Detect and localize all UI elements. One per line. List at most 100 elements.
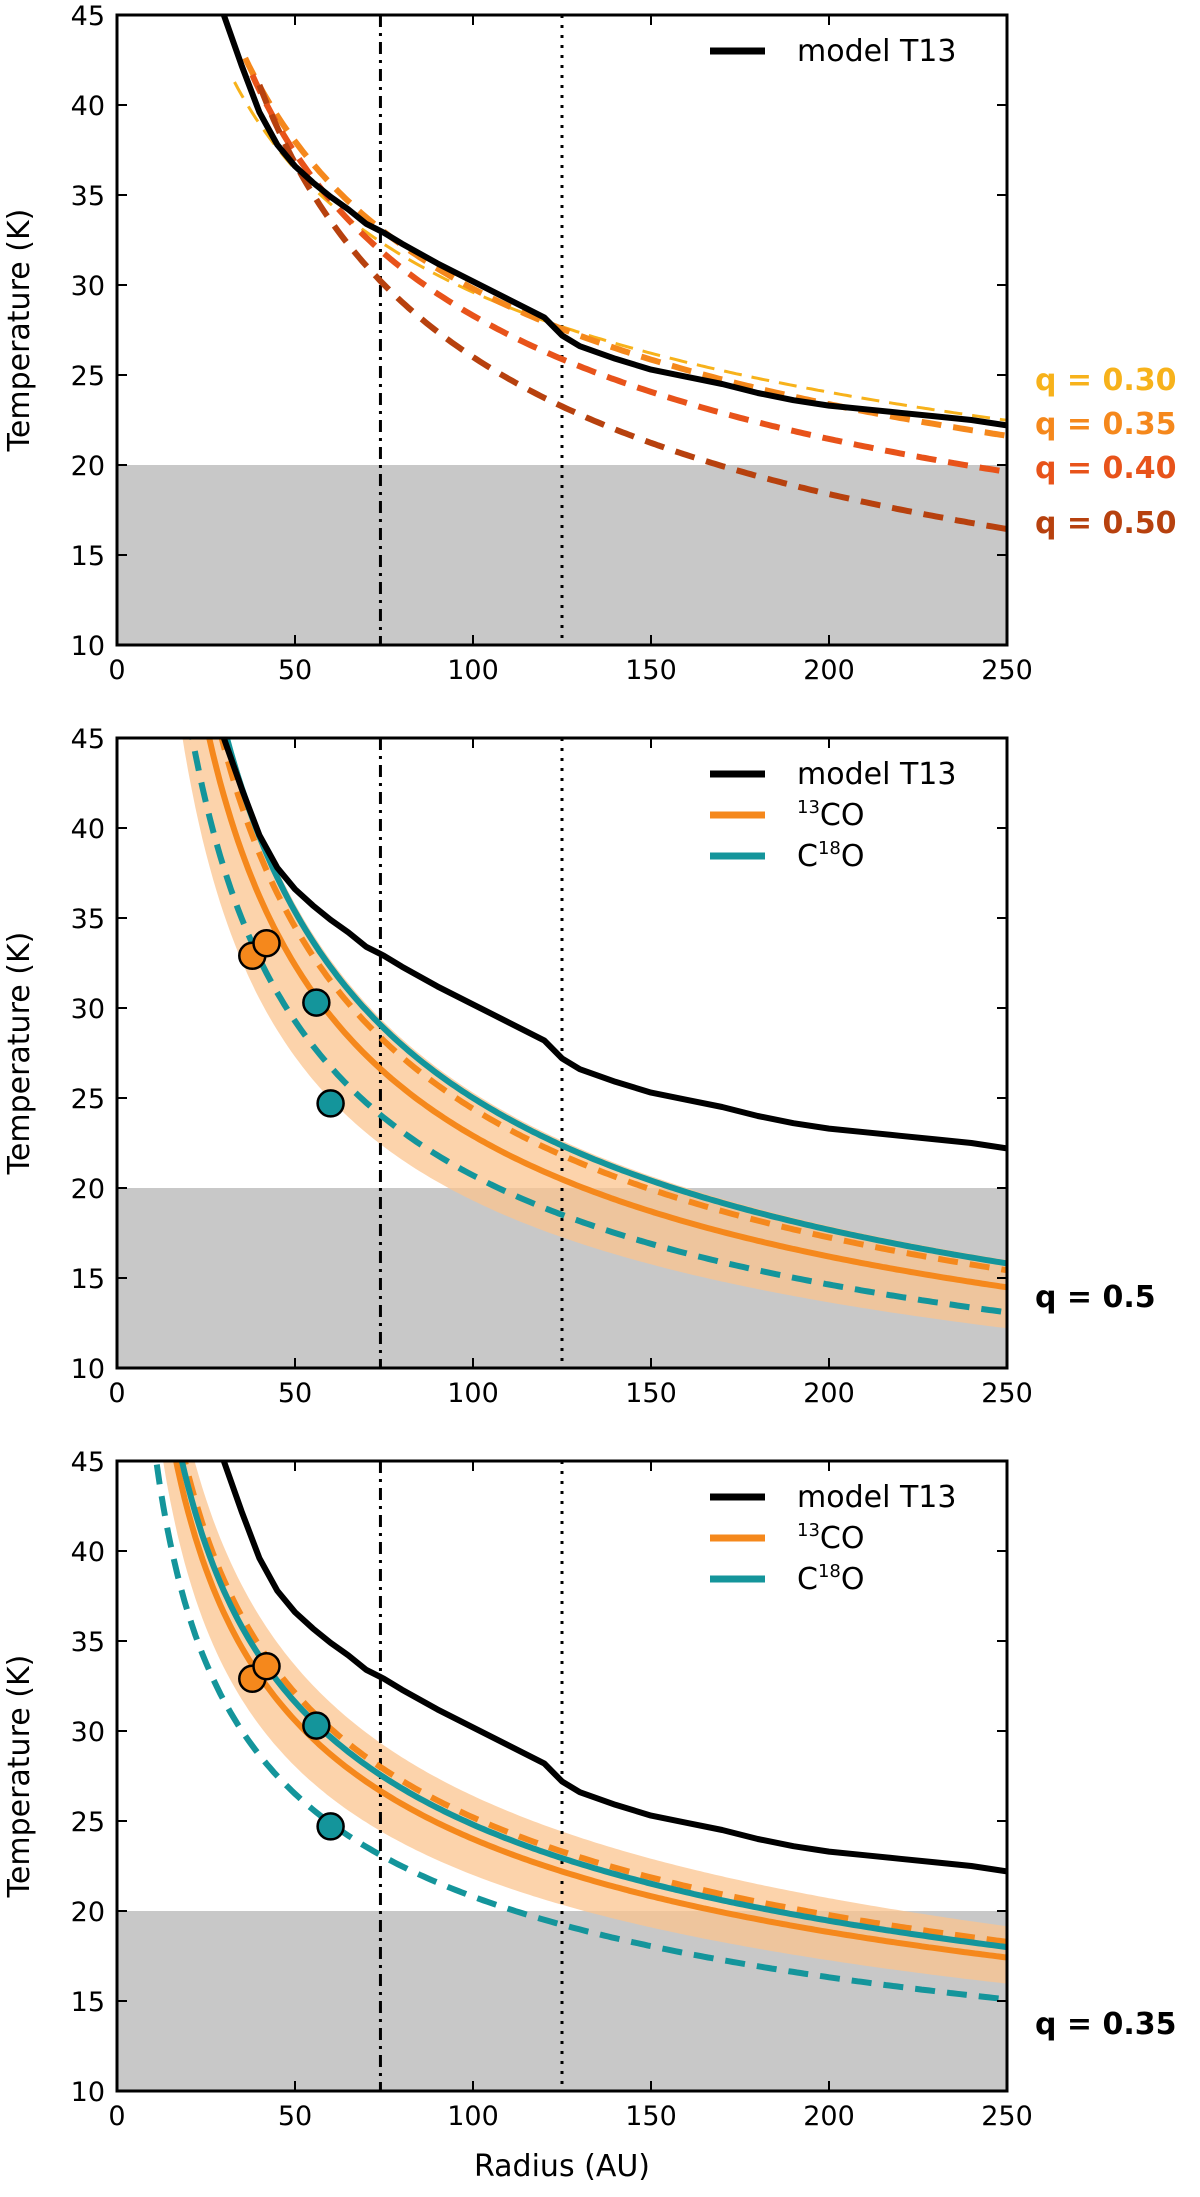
model-t13-line xyxy=(220,1461,1007,1875)
legend-label: model T13 xyxy=(797,1480,956,1515)
y-tick-label: 35 xyxy=(71,181,105,212)
legend-superscript: 18 xyxy=(818,1561,841,1582)
x-tick-label: 200 xyxy=(803,655,855,686)
x-tick-label: 150 xyxy=(625,655,677,686)
chart-panel-2: 0 50 100 150 200 250 10 15 20 25 30 35 40 45 Temperatu… xyxy=(2,724,1156,1409)
q-series-line xyxy=(256,83,1007,532)
y-tick-label: 25 xyxy=(71,1084,105,1115)
y-tick-label: 25 xyxy=(71,1807,105,1838)
q-label: q = 0.35 xyxy=(1035,2007,1177,2042)
legend-label: 13CO xyxy=(797,797,864,833)
x-tick-label: 150 xyxy=(625,2101,677,2132)
y-tick-label: 15 xyxy=(71,1264,105,1295)
series-line xyxy=(173,1461,1007,1961)
y-tick-label: 45 xyxy=(71,1,105,32)
q-label: q = 0.50 xyxy=(1035,506,1177,541)
y-tick-label: 40 xyxy=(71,814,105,845)
y-tick-label: 10 xyxy=(71,2077,105,2108)
y-tick-label: 30 xyxy=(71,994,105,1025)
legend-text-part: O xyxy=(841,1562,865,1597)
chart-panel-1: 0 50 100 150 200 250 10 15 20 25 30 35 40 45 Temperatu… xyxy=(2,1,1177,686)
legend-superscript: 13 xyxy=(797,797,820,818)
data-point xyxy=(252,1651,281,1681)
y-axis-label: Temperature (K) xyxy=(2,209,37,453)
legend-superscript: 18 xyxy=(818,838,841,859)
data-point xyxy=(316,1812,345,1841)
axes-frame xyxy=(115,736,1009,1370)
legend-text-part: CO xyxy=(820,1521,865,1556)
q-label: q = 0.5 xyxy=(1035,1280,1156,1315)
q-label: q = 0.40 xyxy=(1035,451,1177,486)
y-tick-label: 30 xyxy=(71,271,105,302)
y-tick-label: 25 xyxy=(71,361,105,392)
y-axis-label: Temperature (K) xyxy=(2,1655,37,1899)
y-tick-label: 35 xyxy=(71,904,105,935)
x-tick-label: 200 xyxy=(803,1378,855,1409)
legend-text-part: O xyxy=(841,839,865,874)
legend-text-part: C xyxy=(797,1562,818,1597)
x-tick-label: 100 xyxy=(447,1378,499,1409)
y-tick-label: 45 xyxy=(71,724,105,755)
series-line xyxy=(223,738,1007,1267)
y-tick-label: 20 xyxy=(71,1897,105,1928)
x-axis-label: Radius (AU) xyxy=(474,2149,650,2184)
x-tick-label: 0 xyxy=(108,655,125,686)
series-line xyxy=(178,1461,1007,1951)
legend-label: C18O xyxy=(797,838,864,874)
x-tick-label: 150 xyxy=(625,1378,677,1409)
y-tick-label: 45 xyxy=(71,1447,105,1478)
uncertainty-band xyxy=(182,738,1007,1329)
x-tick-label: 0 xyxy=(108,1378,125,1409)
y-tick-label: 10 xyxy=(71,1354,105,1385)
y-tick-label: 40 xyxy=(71,1537,105,1568)
plot-area xyxy=(117,738,1007,1368)
data-point xyxy=(302,988,331,1017)
x-tick-label: 100 xyxy=(447,2101,499,2132)
y-tick-label: 40 xyxy=(71,91,105,122)
model-t13-line xyxy=(220,15,1007,429)
y-tick-label: 10 xyxy=(71,631,105,662)
y-axis-label: Temperature (K) xyxy=(2,932,37,1176)
legend-label: C18O xyxy=(797,1561,864,1597)
q-series-line xyxy=(242,56,1007,439)
q-series-line xyxy=(233,81,1007,422)
y-tick-label: 20 xyxy=(71,451,105,482)
x-tick-label: 200 xyxy=(803,2101,855,2132)
q-label: q = 0.30 xyxy=(1035,363,1177,398)
x-tick-label: 250 xyxy=(981,2101,1033,2132)
y-tick-label: 30 xyxy=(71,1717,105,1748)
y-tick-label: 15 xyxy=(71,1987,105,2018)
chart-panel-3: 0 50 100 150 200 250 10 15 20 25 30 35 40 45 Temperatu… xyxy=(2,1447,1177,2184)
y-tick-label: 20 xyxy=(71,1174,105,1205)
series-line xyxy=(189,738,1007,1316)
axes-frame xyxy=(115,1459,1009,2093)
data-point xyxy=(302,1711,331,1740)
x-tick-label: 50 xyxy=(278,655,312,686)
q-label: q = 0.35 xyxy=(1035,407,1177,442)
legend-text-part: CO xyxy=(820,798,865,833)
legend-label: model T13 xyxy=(797,34,956,69)
y-tick-label: 35 xyxy=(71,1627,105,1658)
series-line xyxy=(153,1461,1007,2003)
x-tick-label: 0 xyxy=(108,2101,125,2132)
series-line xyxy=(181,1461,1007,1945)
plot-area xyxy=(117,1461,1007,2091)
y-tick-label: 15 xyxy=(71,541,105,572)
x-tick-label: 250 xyxy=(981,655,1033,686)
x-tick-label: 100 xyxy=(447,655,499,686)
x-tick-label: 250 xyxy=(981,1378,1033,1409)
x-tick-label: 50 xyxy=(278,2101,312,2132)
data-point xyxy=(252,928,281,958)
series-line xyxy=(218,738,1007,1274)
legend-label: 13CO xyxy=(797,1520,864,1556)
model-t13-line xyxy=(220,738,1007,1152)
plot-area xyxy=(117,15,1007,645)
legend-label: model T13 xyxy=(797,757,956,792)
axes-frame xyxy=(115,13,1009,647)
data-point xyxy=(316,1089,345,1118)
legend-superscript: 13 xyxy=(797,1520,820,1541)
legend-text-part: C xyxy=(797,839,818,874)
x-tick-label: 50 xyxy=(278,1378,312,1409)
series-line xyxy=(206,738,1007,1291)
